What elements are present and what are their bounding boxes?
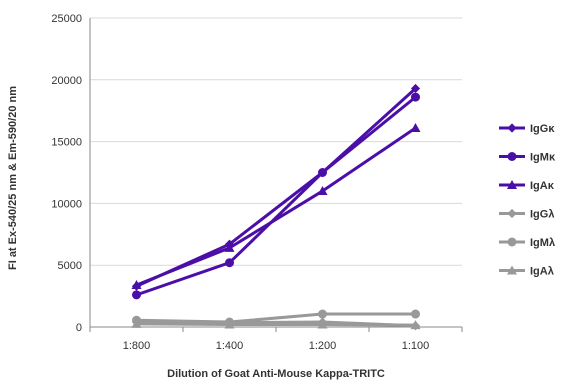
x-tick-label: 1:400	[216, 340, 244, 352]
data-point	[318, 309, 327, 319]
legend-marker	[507, 265, 517, 275]
series-2	[131, 123, 421, 289]
legend-item: IgMκ	[499, 152, 556, 164]
x-tick-label: 1:100	[402, 340, 430, 352]
legend-label: IgGκ	[530, 123, 555, 135]
axes: 0 5000 10000 15000 20000 25000 1:800 1:400 1:200…	[51, 13, 463, 352]
data-point	[411, 309, 420, 319]
legend-item: IgAλ	[499, 265, 554, 278]
series-0	[131, 83, 421, 291]
y-tick-label: 25000	[51, 13, 82, 25]
legend-marker	[507, 152, 517, 161]
legend-label: IgMλ	[530, 237, 555, 249]
x-tick-label: 1:200	[309, 340, 337, 352]
series-1	[132, 92, 420, 300]
data-point	[410, 83, 421, 94]
data-point	[132, 290, 141, 300]
data-point	[131, 318, 142, 328]
data-point	[317, 186, 328, 196]
legend-marker	[507, 123, 517, 133]
data-point	[225, 258, 234, 268]
legend-marker	[507, 208, 517, 219]
data-point	[317, 319, 328, 329]
data-point	[224, 242, 235, 252]
legend-item: IgAκ	[499, 180, 555, 192]
legend-label: IgAκ	[530, 180, 555, 192]
series-line	[135, 87, 417, 288]
data-point	[411, 92, 420, 102]
data-point	[224, 319, 235, 329]
legend-marker	[507, 180, 517, 189]
legend-label: IgMκ	[530, 152, 556, 164]
x-axis-title: Dilution of Goat Anti-Mouse Kappa-TRITC	[167, 368, 385, 380]
y-axis-title: FI at Ex-540/25 nm & Em-590/20 nm	[7, 86, 19, 270]
data-point	[410, 123, 421, 133]
data-point	[410, 320, 421, 330]
series-line	[136, 322, 416, 327]
y-tick-label: 5000	[58, 260, 82, 272]
legend: IgGκ IgMκ IgAκ IgGλ IgMλ IgAλ	[499, 123, 556, 278]
y-tick-label: 10000	[51, 198, 82, 210]
data-point	[318, 168, 327, 177]
legend-item: IgMλ	[499, 237, 555, 249]
legend-label: IgAλ	[530, 266, 554, 278]
series-group	[131, 83, 421, 331]
x-tick-label: 1:800	[123, 340, 151, 352]
gridlines	[90, 17, 462, 328]
legend-item: IgGκ	[499, 123, 555, 135]
series-line	[136, 312, 416, 324]
legend-item: IgGλ	[499, 209, 554, 221]
series-5	[131, 318, 421, 330]
data-point	[131, 279, 142, 289]
series-line	[135, 126, 417, 287]
y-tick-label: 15000	[51, 137, 82, 149]
series-line	[136, 95, 417, 297]
legend-label: IgGλ	[530, 209, 554, 221]
legend-marker	[507, 237, 517, 247]
y-tick-label: 20000	[51, 75, 82, 87]
y-tick-label: 0	[76, 322, 82, 334]
